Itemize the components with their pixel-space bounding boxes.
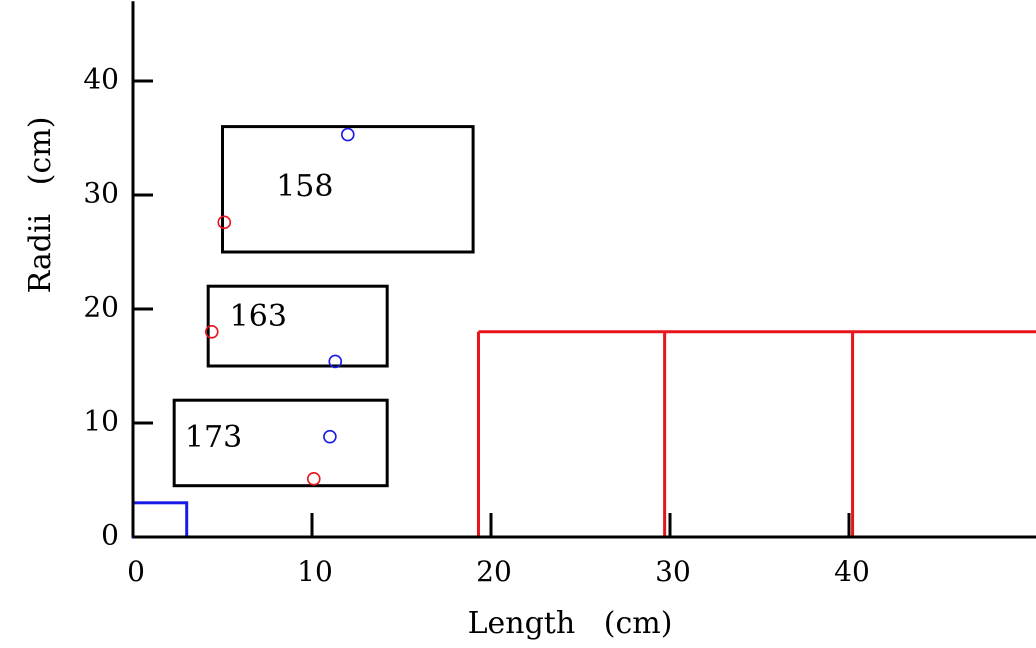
y-axis-title: Radii (cm)	[23, 117, 58, 294]
data-point	[323, 429, 337, 444]
origin-box	[131, 501, 189, 539]
x-tick-label: 10	[297, 555, 333, 588]
data-point	[217, 215, 232, 230]
data-point	[340, 127, 355, 142]
x-tick-label: 30	[655, 555, 691, 588]
x-tick-label: 40	[834, 555, 870, 588]
axes: 0 10 20 30 40 0 10 20 30 40	[83, 1, 1036, 588]
y-tick-label: 40	[83, 63, 119, 96]
data-point	[204, 324, 219, 339]
y-tick-label: 10	[83, 405, 119, 438]
x-axis-title: Length (cm)	[468, 606, 673, 641]
y-tick-label: 0	[101, 519, 119, 552]
data-point	[328, 354, 343, 369]
box-label-163: 163	[230, 299, 287, 334]
box-label-173: 173	[185, 420, 242, 455]
y-tick-label: 20	[83, 291, 119, 324]
y-tick-label: 30	[83, 177, 119, 210]
x-tick-label: 20	[476, 555, 512, 588]
box-158	[221, 125, 475, 254]
box-173	[172, 398, 389, 488]
x-tick-label: 0	[127, 555, 145, 588]
plot-area: 158 163 173	[131, 125, 1036, 539]
data-point	[306, 472, 321, 486]
box-label-158: 158	[276, 169, 333, 204]
